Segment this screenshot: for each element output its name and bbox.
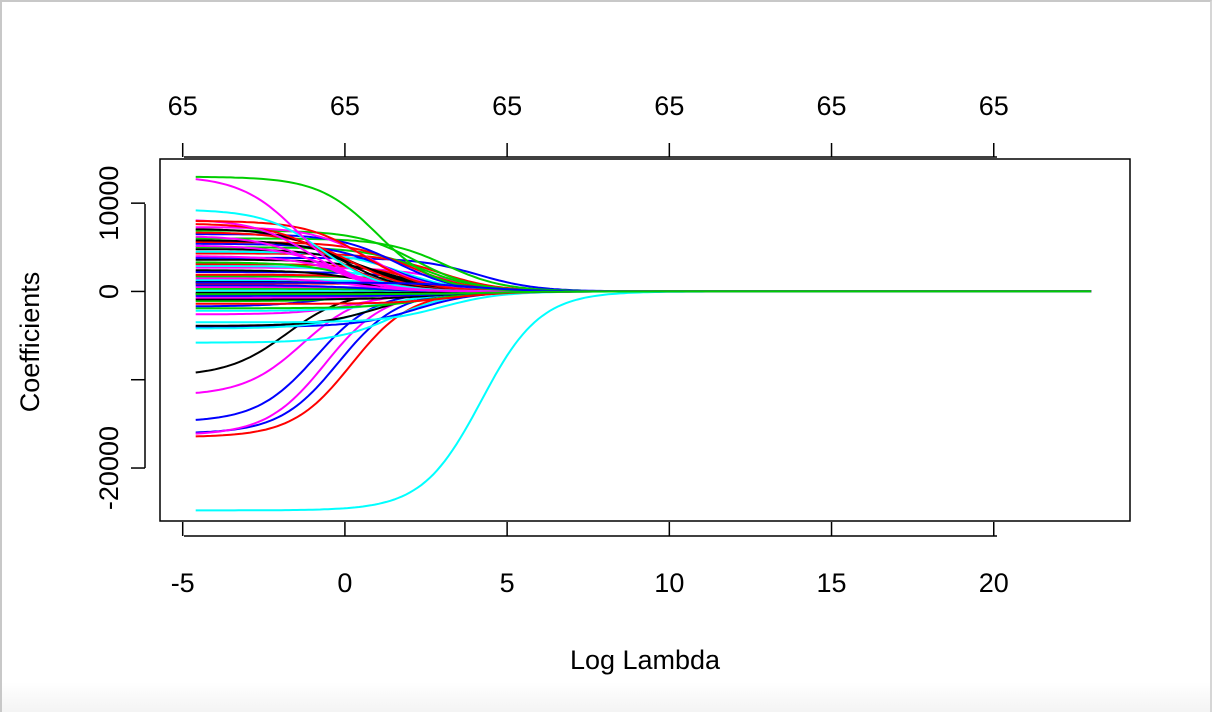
coefficient-paths [195,175,1092,512]
coefficient-path-2 [195,290,1092,438]
x-tick-label: 0 [337,568,352,598]
x-tick-label: 5 [500,568,515,598]
y-axis: -20000 0 10000 Coefficients [15,166,146,510]
x-axis-title: Log Lambda [570,645,721,675]
top-axis-label: 65 [979,91,1009,121]
x-axis: -5 0 5 10 15 20 Log Lambda [171,522,1009,675]
x-tick-label: 20 [979,568,1009,598]
top-tick-marks [181,143,995,157]
x-tick-marks [181,522,995,536]
window-bottom-shade [2,682,1210,712]
top-axis-label: 65 [330,91,360,121]
top-axis-label: 65 [654,91,684,121]
coefficient-path-3 [195,290,1092,434]
y-axis-title: Coefficients [15,272,45,413]
x-tick-label: 15 [817,568,847,598]
coefficient-path-4 [195,290,1092,435]
top-axis: 65 65 65 65 65 65 [168,91,1009,158]
y-tick-label: 0 [94,284,124,299]
x-tick-label: 10 [654,568,684,598]
plot-border [159,158,1131,522]
top-axis-label: 65 [492,91,522,121]
y-tick-label: -20000 [94,426,124,510]
y-tick-label: 10000 [94,166,124,241]
top-axis-label: 65 [817,91,847,121]
x-tick-label: -5 [171,568,195,598]
top-axis-label: 65 [168,91,198,121]
coefficient-path-5 [195,290,1092,421]
y-tick-marks [131,202,145,469]
coefficient-path-65 [195,290,1092,296]
